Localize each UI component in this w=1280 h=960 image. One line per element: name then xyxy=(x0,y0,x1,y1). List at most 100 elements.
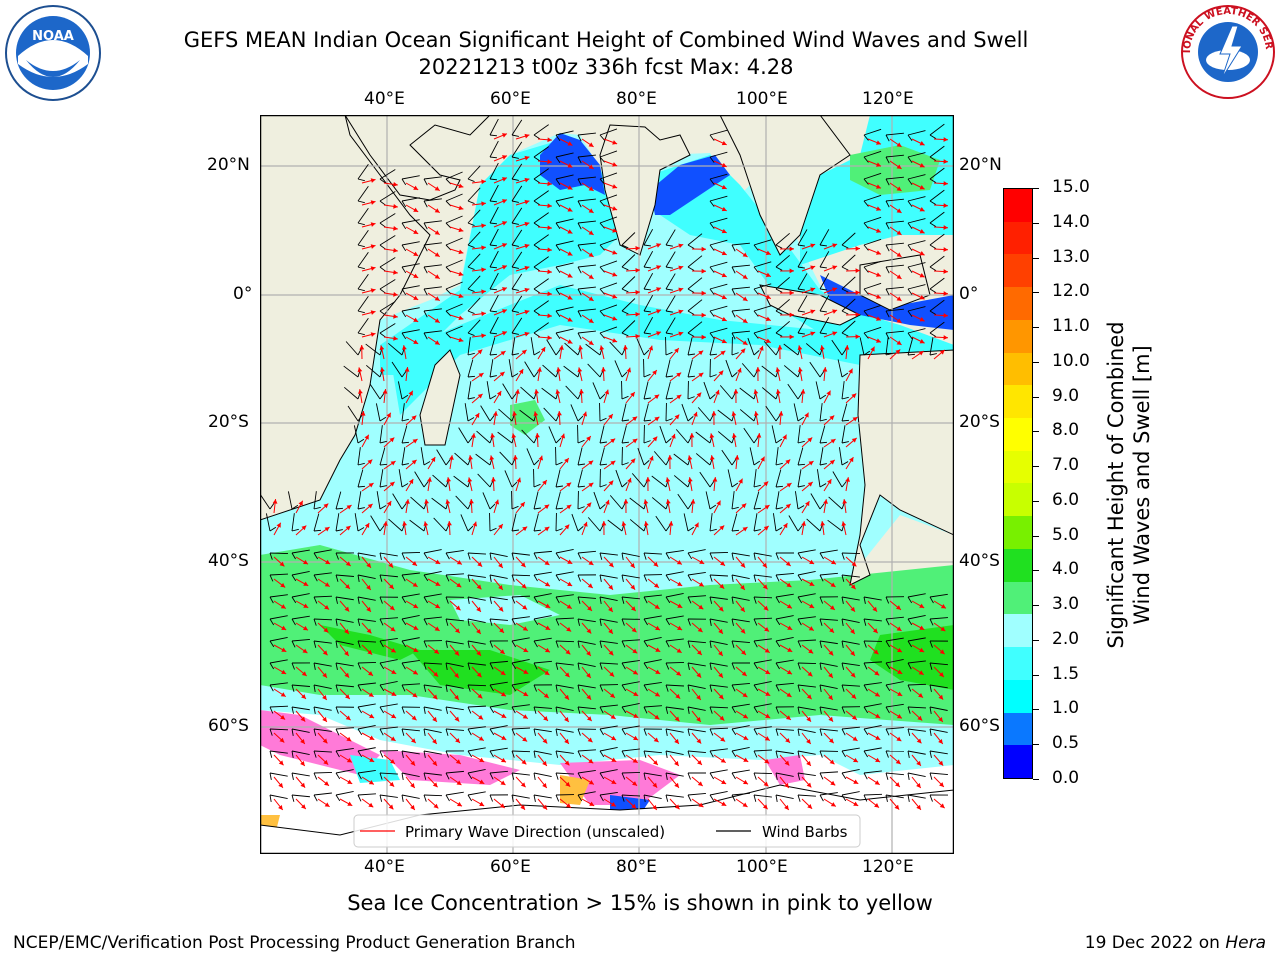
wind-barb-flag xyxy=(863,596,866,604)
wind-barb xyxy=(335,513,340,532)
wind-barb xyxy=(379,574,398,578)
wave-arrow-head xyxy=(501,243,507,248)
wave-arrow-head xyxy=(458,183,464,189)
wind-barb-flag xyxy=(401,750,404,758)
wave-arrow-head xyxy=(565,781,571,787)
wave-arrow-head xyxy=(697,650,702,656)
wind-barb xyxy=(489,747,508,752)
wind-barb-flag xyxy=(775,618,781,626)
wave-arrow-head xyxy=(345,584,350,589)
wave-arrow-head xyxy=(738,478,743,484)
wave-arrow-head xyxy=(588,560,594,566)
wind-barb-flag xyxy=(313,529,322,532)
wind-barb xyxy=(423,794,443,797)
wave-arrow-head xyxy=(523,647,529,652)
wind-barb xyxy=(379,552,398,557)
wind-barb-flag xyxy=(665,596,671,604)
wind-barb xyxy=(357,296,369,312)
wave-arrow-head xyxy=(919,273,925,278)
wind-barb xyxy=(687,640,706,644)
wind-barb-flag xyxy=(423,662,427,670)
wind-barb-flag xyxy=(401,288,407,296)
wave-arrow-head xyxy=(656,331,662,336)
colorbar-segment xyxy=(1004,483,1032,517)
wind-barb-flag xyxy=(687,640,691,648)
wind-barb-flag xyxy=(665,351,673,356)
wind-barb xyxy=(841,298,856,312)
wind-barb-flag xyxy=(621,441,630,444)
wave-arrow-head xyxy=(789,268,794,274)
wind-barb xyxy=(401,219,420,224)
wind-barb-flag xyxy=(423,772,427,780)
wind-barb-flag xyxy=(599,640,603,648)
wave-arrow-head xyxy=(643,499,649,505)
wind-barb-flag xyxy=(929,310,937,316)
wave-arrow-head xyxy=(587,583,593,588)
wind-barb xyxy=(841,769,860,774)
wind-barb-flag xyxy=(709,596,713,604)
wave-arrow-head xyxy=(368,483,374,488)
map-border xyxy=(260,115,954,854)
wave-arrow-head xyxy=(587,606,592,611)
wave-arrow-head xyxy=(301,671,307,677)
wind-barb xyxy=(379,235,396,246)
wind-barb-flag xyxy=(863,618,867,626)
wind-barb-flag xyxy=(797,574,803,582)
wind-barb-flag xyxy=(599,504,606,510)
wind-barb-flag xyxy=(511,156,519,159)
wave-arrow-head xyxy=(718,651,723,656)
wind-barb-flag xyxy=(357,662,362,670)
wave-arrow-head xyxy=(678,243,684,249)
wind-barb-flag xyxy=(643,662,649,670)
wind-barb xyxy=(665,359,671,378)
wind-barb xyxy=(863,596,882,601)
wind-barb xyxy=(498,408,513,422)
wind-barb-flag xyxy=(555,750,559,758)
wind-barb-flag xyxy=(885,156,890,164)
wave-arrow-head xyxy=(850,606,856,612)
wave-arrow-head xyxy=(393,314,398,319)
colorbar-tick-label: 7.0 xyxy=(1052,455,1080,476)
wave-arrow-head xyxy=(455,759,461,764)
wind-barb xyxy=(477,473,491,488)
wind-barb xyxy=(819,684,838,689)
wind-barb-flag xyxy=(577,706,581,714)
wind-barb-flag xyxy=(313,662,316,670)
wind-barb xyxy=(555,617,575,620)
wind-barb-flag xyxy=(423,728,426,736)
wave-arrow-head xyxy=(389,481,395,487)
wave-arrow-head xyxy=(675,693,681,699)
wave-arrow-head xyxy=(601,367,606,372)
wind-barb-flag xyxy=(709,222,715,229)
wind-barb-flag xyxy=(313,706,316,714)
wind-barb xyxy=(907,328,926,334)
wind-barb xyxy=(731,552,750,557)
wave-arrow-head xyxy=(943,137,948,142)
wind-barb-flag xyxy=(643,244,651,247)
wave-arrow-head xyxy=(785,503,791,509)
wave-arrow-head xyxy=(943,269,948,274)
wind-barb-flag xyxy=(643,750,647,758)
wind-barb xyxy=(819,771,838,774)
wave-arrow-head xyxy=(894,804,900,810)
sea-ice-pink-2 xyxy=(380,750,520,785)
wave-arrow-head xyxy=(654,394,660,400)
wave-arrow-head xyxy=(855,312,860,318)
wind-barb xyxy=(533,278,549,290)
wave-arrow-head xyxy=(765,294,771,300)
wind-barb xyxy=(269,750,288,754)
wind-barb xyxy=(731,769,750,774)
wind-barb-flag xyxy=(665,706,669,714)
wind-barb-flag xyxy=(731,266,736,274)
wind-barb-flag xyxy=(885,750,889,758)
colorbar-segment xyxy=(1004,745,1032,778)
wave-arrow-head xyxy=(499,803,505,808)
wind-barb-flag xyxy=(731,482,739,488)
wave-arrow-head xyxy=(874,780,880,785)
wave-arrow-head xyxy=(511,433,517,439)
wave-arrow-head xyxy=(412,439,418,444)
wave-arrow-head xyxy=(755,367,761,372)
wave-arrow-head xyxy=(785,715,791,720)
wind-barb-flag xyxy=(467,222,475,226)
wave-arrow-head xyxy=(652,370,657,375)
